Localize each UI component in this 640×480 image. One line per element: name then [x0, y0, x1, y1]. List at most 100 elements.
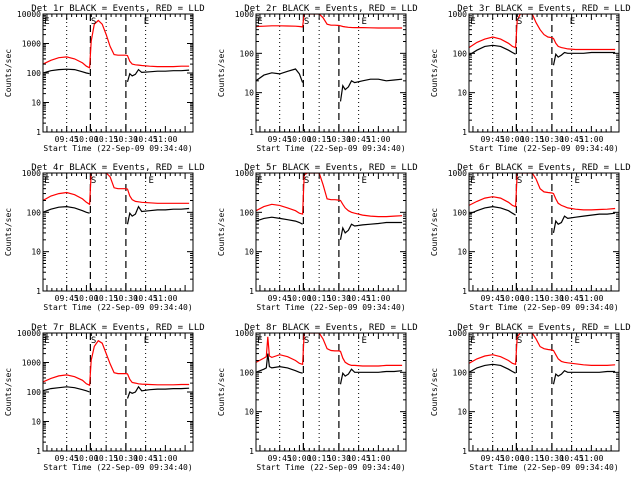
y-axis-label: Counts/sec	[430, 368, 439, 416]
x-tick-label: 11:00	[366, 135, 390, 144]
event-marker-label: E	[574, 176, 579, 186]
plot-frame	[468, 332, 620, 452]
x-tick-label: 10:00	[287, 454, 311, 463]
x-tick-label: 09:45	[268, 294, 292, 303]
y-tick-label: 100	[240, 208, 255, 217]
x-tick-label: 10:45	[560, 454, 584, 463]
event-marker-label: E	[44, 336, 49, 346]
lld-series-line	[43, 173, 190, 206]
x-tick-label: 10:30	[540, 294, 564, 303]
x-axis-label: Start Time (22-Sep-09 09:34:40)	[469, 463, 618, 472]
y-axis-label: Counts/sec	[4, 368, 13, 416]
x-tick-label: 11:00	[366, 454, 390, 463]
event-marker-label: S	[517, 17, 522, 27]
chart-title: Det 7r BLACK = Events, RED = LLD	[31, 323, 204, 333]
panel-det-3r: Det 3r BLACK = Events, RED = LLD 1 10 100 10…	[430, 4, 631, 153]
y-tick-label: 100	[453, 208, 468, 217]
x-tick-label: 10:30	[540, 135, 564, 144]
x-tick-label: 11:00	[153, 135, 177, 144]
x-tick-label: 10:15	[94, 454, 118, 463]
y-tick-label: 100	[27, 69, 42, 78]
y-tick-label: 1	[249, 287, 254, 296]
lld-series-line	[256, 173, 403, 218]
event-marker-label: E	[361, 336, 366, 346]
lld-series-line	[43, 339, 190, 387]
panel-det-9r: Det 9r BLACK = Events, RED = LLD 1 10 100 10…	[430, 323, 631, 472]
chart-title: Det 5r BLACK = Events, RED = LLD	[244, 163, 417, 173]
event-marker-label: E	[361, 176, 366, 186]
y-tick-label: 1000	[235, 169, 254, 178]
chart-title: Det 3r BLACK = Events, RED = LLD	[457, 4, 630, 14]
chart-title: Det 6r BLACK = Events, RED = LLD	[457, 163, 630, 173]
y-tick-label: 1000	[235, 329, 254, 338]
x-tick-label: 09:45	[481, 454, 505, 463]
x-axis-label: Start Time (22-Sep-09 09:34:40)	[256, 463, 405, 472]
plot-frame	[42, 172, 194, 292]
event-marker-label: E	[257, 17, 262, 27]
plot-frame	[255, 13, 407, 133]
lld-series-line	[469, 173, 616, 211]
x-tick-label: 09:45	[268, 135, 292, 144]
events-series-line	[256, 68, 403, 102]
y-axis-label: Counts/sec	[4, 49, 13, 97]
plot-frame	[468, 172, 620, 292]
x-axis-label: Start Time (22-Sep-09 09:34:40)	[469, 144, 618, 153]
x-tick-label: 11:00	[366, 294, 390, 303]
events-series-line	[43, 205, 190, 225]
event-marker-label: E	[361, 17, 366, 27]
y-tick-label: 10	[244, 89, 254, 98]
chart-title: Det 4r BLACK = Events, RED = LLD	[31, 163, 204, 173]
chart-title: Det 1r BLACK = Events, RED = LLD	[31, 4, 204, 14]
event-marker-label: S	[304, 17, 309, 27]
x-tick-label: 10:15	[520, 294, 544, 303]
x-tick-label: 10:45	[134, 454, 158, 463]
lld-series-line	[256, 333, 403, 367]
y-tick-label: 10	[457, 89, 467, 98]
event-marker-label: S	[517, 336, 522, 346]
y-tick-label: 1	[462, 287, 467, 296]
x-tick-label: 10:00	[287, 294, 311, 303]
x-axis-label: Start Time (22-Sep-09 09:34:40)	[43, 463, 192, 472]
x-axis-label: Start Time (22-Sep-09 09:34:40)	[256, 303, 405, 312]
x-tick-label: 10:30	[114, 135, 138, 144]
x-tick-label: 09:45	[481, 294, 505, 303]
y-axis-label: Counts/sec	[217, 49, 226, 97]
panel-det-2r: Det 2r BLACK = Events, RED = LLD 1 10 100 10…	[217, 4, 418, 153]
x-tick-label: 10:45	[560, 135, 584, 144]
event-marker-label: S	[304, 336, 309, 346]
y-tick-label: 1000	[448, 169, 467, 178]
x-tick-label: 09:45	[481, 135, 505, 144]
y-tick-label: 10	[457, 408, 467, 417]
x-tick-label: 10:00	[74, 454, 98, 463]
x-tick-label: 10:00	[74, 135, 98, 144]
y-tick-label: 100	[27, 388, 42, 397]
y-tick-label: 1	[36, 287, 41, 296]
plot-frame	[42, 13, 194, 133]
y-axis-label: Counts/sec	[217, 208, 226, 256]
event-marker-label: S	[91, 17, 96, 27]
panel-det-8r: Det 8r BLACK = Events, RED = LLD 1 10 100 10…	[217, 323, 418, 472]
x-tick-label: 10:45	[560, 294, 584, 303]
x-tick-label: 10:15	[307, 135, 331, 144]
x-tick-label: 10:30	[540, 454, 564, 463]
x-tick-label: 09:45	[55, 294, 79, 303]
lld-series-line	[43, 19, 190, 69]
plot-frame	[255, 172, 407, 292]
event-marker-label: E	[44, 176, 49, 186]
y-axis-label: Counts/sec	[217, 368, 226, 416]
x-tick-label: 10:00	[500, 294, 524, 303]
event-marker-label: S	[304, 176, 309, 186]
x-tick-label: 10:00	[74, 294, 98, 303]
x-tick-label: 10:45	[347, 454, 371, 463]
x-tick-label: 10:15	[94, 135, 118, 144]
y-tick-label: 10	[31, 99, 41, 108]
y-tick-label: 100	[240, 49, 255, 58]
y-tick-label: 1	[462, 128, 467, 137]
lld-series-line	[469, 14, 616, 51]
event-marker-label: E	[470, 176, 475, 186]
y-tick-label: 1000	[448, 329, 467, 338]
y-tick-label: 10000	[17, 329, 41, 338]
event-marker-label: S	[91, 176, 96, 186]
y-tick-label: 1000	[22, 40, 41, 49]
chart-title: Det 8r BLACK = Events, RED = LLD	[244, 323, 417, 333]
